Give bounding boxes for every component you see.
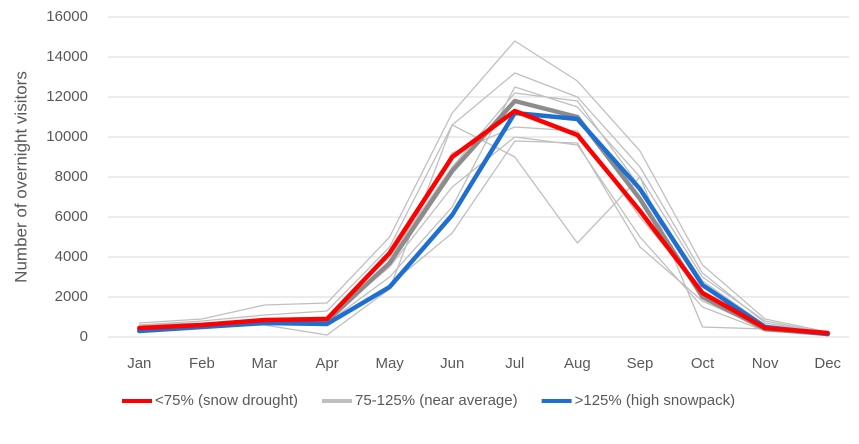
x-tick-label: Apr [315,355,338,372]
line-gray [138,40,829,333]
x-tick-label: Nov [752,355,779,372]
line [137,108,830,336]
legend-label: 75-125% (near average) [355,392,518,409]
x-tick-label: Dec [814,355,841,372]
y-tick-label: 4000 [55,248,88,265]
y-tick-label: 8000 [55,168,88,185]
y-tick-label: 14000 [46,48,88,65]
x-tick-label: Feb [189,355,215,372]
x-tick-label: Jan [127,355,151,372]
x-tick-label: Jun [440,355,464,372]
x-tick-label: May [375,355,404,372]
line [137,110,830,337]
x-tick-label: Aug [564,355,591,372]
x-tick-label: Oct [691,355,715,372]
y-axis-label: Number of overnight visitors [11,71,30,283]
legend-label: >125% (high snowpack) [575,392,736,409]
y-tick-label: 12000 [46,88,88,105]
y-tick-label: 2000 [55,288,88,305]
x-tick-label: Sep [627,355,654,372]
y-tick-label: 16000 [46,8,88,25]
legend-label: <75% (snow drought) [155,392,298,409]
x-tick-label: Mar [252,355,278,372]
y-tick-label: 0 [80,328,88,345]
x-tick-label: Jul [505,355,524,372]
line-gray [138,72,829,334]
y-tick-label: 10000 [46,128,88,145]
y-tick-label: 6000 [55,208,88,225]
